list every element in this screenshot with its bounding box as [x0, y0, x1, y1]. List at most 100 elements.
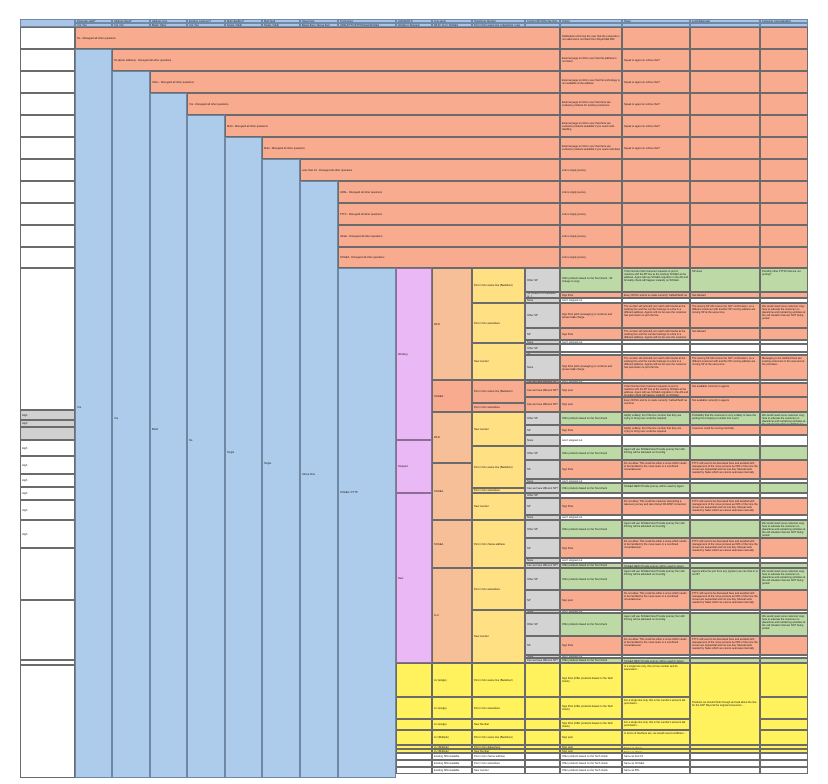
customer-copy: [760, 749, 808, 753]
line-setup: LU (single): [432, 697, 472, 719]
customer-copy: [760, 563, 808, 568]
current-sp: [525, 663, 560, 697]
notes: Do not allow. This could be either a mov…: [622, 538, 690, 558]
notes: [622, 558, 690, 563]
column-header[interactable]: Line setup: [432, 19, 472, 23]
current-sp: [525, 745, 560, 749]
column-header[interactable]: Logic/Rationale: [690, 19, 760, 23]
stop-row-output: External page to inform user that there …: [560, 93, 622, 115]
lmc-blank: [396, 749, 432, 753]
column-header[interactable]: Customer Copy/Handled: [760, 19, 808, 23]
notes: [622, 515, 690, 520]
customer-copy: [760, 558, 808, 563]
stop-row-text: SOGEA - Disregard all other questions: [338, 247, 560, 268]
logic: FTTC will need to be discussed here and …: [690, 498, 760, 515]
column-header[interactable]: Existing customer?: [187, 19, 225, 23]
stop-row-logic: [690, 27, 760, 49]
column-header[interactable]: Postcode valid?: [75, 19, 112, 23]
row-label: [20, 27, 75, 49]
customer-copy: [760, 292, 808, 298]
output: Sign post: [560, 745, 622, 749]
output: Offer products based on the Test check: [560, 613, 622, 636]
current-sp: None: [525, 435, 560, 446]
column-options: WLR / LLU / SOGEA: [432, 23, 472, 27]
current-sp: None: [525, 515, 560, 520]
notes: Every ROSC and its is made currently 'Ca…: [622, 292, 690, 298]
output: Offer products based on the Tech check: [560, 767, 622, 774]
logic: FTTC will need to be discussed here and …: [690, 636, 760, 655]
output: Offer products based on the Test check: [560, 563, 622, 568]
column-header[interactable]: Multi feed: [262, 19, 300, 23]
current-sp: [525, 760, 560, 767]
line-setup: WLR: [432, 268, 472, 380]
stop-row-logic: [690, 203, 760, 225]
current-sp: Other SP: [525, 446, 560, 460]
current-sp: [525, 767, 560, 774]
current-sp: Can we have different SP?: [525, 380, 560, 384]
notes: If the Number that Customer requests to …: [622, 268, 690, 292]
current-sp: None: [525, 655, 560, 659]
column-header[interactable]: Address type: [150, 19, 187, 23]
phone-option: Port in from elsewhere: [472, 568, 525, 610]
current-sp: [525, 719, 560, 730]
row-label: High: [20, 440, 75, 456]
logic: [690, 745, 760, 749]
column-options: [690, 23, 760, 27]
stop-row-logic: [690, 181, 760, 203]
column-header[interactable]: LMC/EVPLS: [396, 19, 432, 23]
output: Sign Post: [560, 636, 622, 655]
continue-value: Build: [152, 428, 158, 431]
notes: For a single line only, this is the numb…: [622, 719, 690, 730]
row-label: [20, 203, 75, 225]
row-label: [20, 181, 75, 203]
output: Offer products based on the Test check: [560, 483, 622, 493]
continue-value: No: [189, 439, 193, 442]
notes: [622, 380, 690, 384]
current-sp: Can we have different SP?: [525, 483, 560, 493]
customer-copy: Possibly other FTTPs that are not portin…: [760, 268, 808, 292]
current-sp: [525, 753, 560, 760]
row-label: High: [20, 420, 75, 427]
lmc-blank: [396, 730, 432, 745]
lmc-blank: [396, 663, 432, 697]
logic: Not available currently to agents: [690, 383, 760, 397]
output: Sign Post: [560, 460, 622, 479]
column-header[interactable]: Current SP (Who has line): [525, 19, 560, 23]
column-header[interactable]: Technology: [338, 19, 396, 23]
current-sp: Other SP: [525, 613, 560, 636]
column-header[interactable]: Output: [560, 19, 622, 23]
phone-option: New number: [472, 610, 525, 663]
notes: [622, 479, 690, 483]
logic: [690, 753, 760, 760]
output: [560, 493, 622, 498]
logic: [690, 340, 760, 344]
column-header[interactable]: Multi dwelling?: [225, 19, 262, 23]
logic: Not Allowed: [690, 328, 760, 340]
customer-copy: [760, 479, 808, 483]
continue-value: SOGEA / FTTP: [340, 491, 358, 494]
column-header[interactable]: Speed test: [300, 19, 338, 23]
continue-column-technology: SOGEA / FTTP: [338, 268, 396, 778]
current-sp: SP: [525, 498, 560, 515]
output: Sign post: [560, 590, 622, 610]
phone-option: Port in from same line (Backdoor): [472, 730, 525, 745]
line-setup: LU (single): [432, 663, 472, 697]
customer-copy: [760, 663, 808, 697]
line-setup: SOGEA: [432, 520, 472, 568]
logic: [690, 613, 760, 636]
column-header[interactable]: Notes: [622, 19, 690, 23]
phone-option: New Number: [472, 719, 525, 730]
logic: [690, 520, 760, 538]
row-label: [20, 159, 75, 181]
output: Sign Post: [560, 538, 622, 558]
notes: [622, 493, 690, 498]
phone-option: Port in from same line (Backdoor): [472, 663, 525, 697]
stop-row-output: Link to Apply journey: [560, 159, 622, 181]
stop-row-customer: [760, 225, 808, 247]
current-sp: SP: [525, 352, 560, 356]
logic: Products we should think through and ask…: [690, 663, 760, 745]
column-header[interactable]: Telephone Number: [472, 19, 525, 23]
column-header[interactable]: Address listed?: [112, 19, 150, 23]
current-sp: SP (check if it's business or...): [525, 292, 560, 298]
lmc-blank: [396, 760, 432, 767]
